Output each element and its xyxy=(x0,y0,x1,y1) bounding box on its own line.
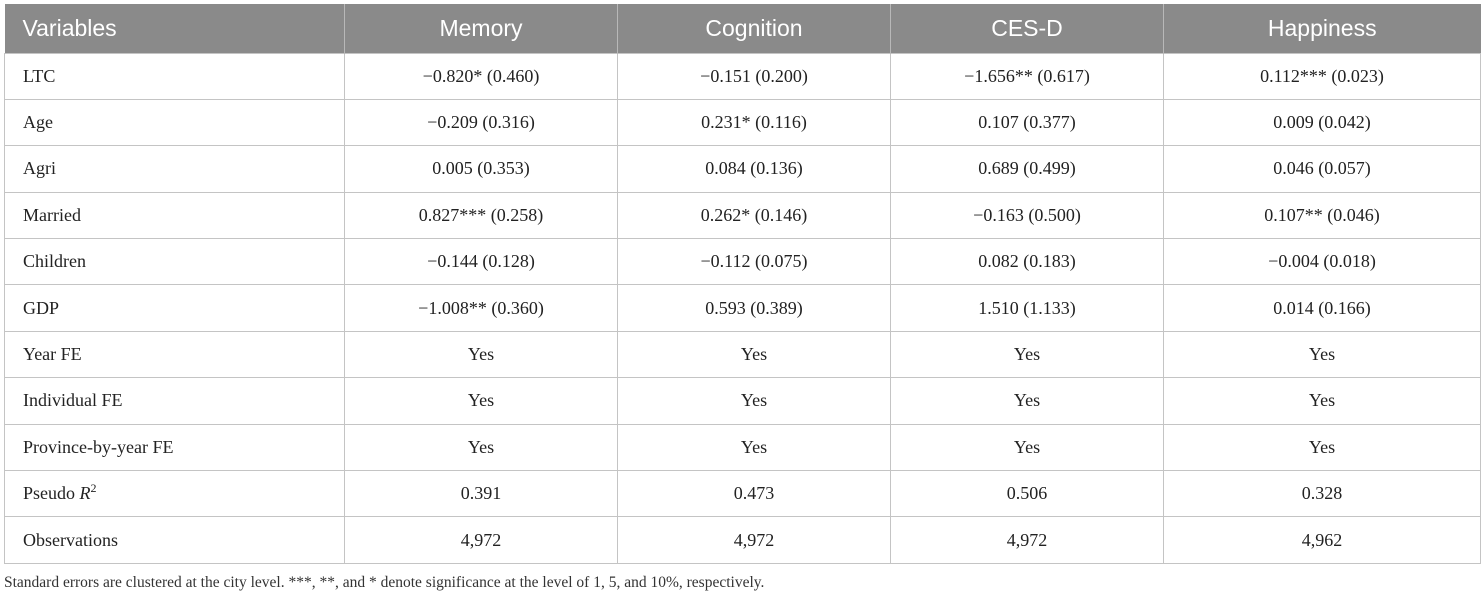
table-row: Year FE Yes Yes Yes Yes xyxy=(4,330,1481,379)
row-label-pseudo-r2: Pseudo R2 xyxy=(4,470,345,518)
table-footnote: Standard errors are clustered at the cit… xyxy=(4,574,765,591)
table-cell: −0.151 (0.200) xyxy=(617,52,891,100)
table-cell: Yes xyxy=(344,423,618,472)
header-ces-d: CES-D xyxy=(890,4,1164,53)
table-cell: 0.084 (0.136) xyxy=(617,145,891,193)
table-cell: 0.005 (0.353) xyxy=(344,145,618,193)
table-row: Agri 0.005 (0.353) 0.084 (0.136) 0.689 (… xyxy=(4,145,1481,193)
row-label: Age xyxy=(4,98,345,147)
table-cell: Yes xyxy=(1163,423,1481,472)
table-cell: 1.510 (1.133) xyxy=(890,284,1164,332)
table-cell: 0.689 (0.499) xyxy=(890,145,1164,193)
header-variables: Variables xyxy=(22,14,117,41)
row-label: Agri xyxy=(4,145,345,193)
row-label: LTC xyxy=(4,52,345,100)
table-cell: 0.009 (0.042) xyxy=(1163,98,1481,147)
table-cell: 0.391 xyxy=(344,470,618,518)
table-row: GDP −1.008** (0.360) 0.593 (0.389) 1.510… xyxy=(4,284,1481,332)
table-cell: Yes xyxy=(1163,377,1481,425)
table-row: LTC −0.820* (0.460) −0.151 (0.200) −1.65… xyxy=(4,52,1481,100)
table-cell: 0.328 xyxy=(1163,470,1481,518)
table-cell: 0.107 (0.377) xyxy=(890,98,1164,147)
table-cell: 4,972 xyxy=(890,516,1164,564)
row-label: GDP xyxy=(4,284,345,332)
table-row: Province-by-year FE Yes Yes Yes Yes xyxy=(4,423,1481,472)
table-cell: Yes xyxy=(890,330,1164,379)
table-cell: Yes xyxy=(617,377,891,425)
row-label: Individual FE xyxy=(4,377,345,425)
table-cell: 0.082 (0.183) xyxy=(890,238,1164,286)
row-label: Year FE xyxy=(4,330,345,379)
row-label: Province-by-year FE xyxy=(4,423,345,472)
label-prefix: Pseudo xyxy=(23,483,80,504)
table-cell: Yes xyxy=(1163,330,1481,379)
header-cognition: Cognition xyxy=(617,4,891,53)
row-label: Married xyxy=(4,191,345,240)
regression-table: Variables Memory Cognition CES-D Happine… xyxy=(4,4,1481,564)
table-row: Pseudo R2 0.391 0.473 0.506 0.328 xyxy=(4,470,1481,518)
table-cell: Yes xyxy=(890,377,1164,425)
table-cell: Yes xyxy=(890,423,1164,472)
table-cell: 0.014 (0.166) xyxy=(1163,284,1481,332)
label-italic-r: R xyxy=(79,483,91,504)
table-cell: −1.656** (0.617) xyxy=(890,52,1164,100)
table-cell: 0.593 (0.389) xyxy=(617,284,891,332)
table-cell: 0.046 (0.057) xyxy=(1163,145,1481,193)
table-row: Children −0.144 (0.128) −0.112 (0.075) 0… xyxy=(4,238,1481,286)
label-superscript: 2 xyxy=(90,481,97,496)
table-cell: 0.107** (0.046) xyxy=(1163,191,1481,240)
table-cell: Yes xyxy=(344,377,618,425)
table-cell: −1.008** (0.360) xyxy=(344,284,618,332)
table-cell: 4,972 xyxy=(617,516,891,564)
table-header-row: Variables Memory Cognition CES-D Happine… xyxy=(4,4,1481,53)
table-cell: −0.820* (0.460) xyxy=(344,52,618,100)
table-cell: Yes xyxy=(617,330,891,379)
table-row: Age −0.209 (0.316) 0.231* (0.116) 0.107 … xyxy=(4,98,1481,147)
table-cell: −0.112 (0.075) xyxy=(617,238,891,286)
table-cell: 4,972 xyxy=(344,516,618,564)
table-cell: −0.163 (0.500) xyxy=(890,191,1164,240)
table-row: Observations 4,972 4,972 4,972 4,962 xyxy=(4,516,1481,564)
table-cell: 0.506 xyxy=(890,470,1164,518)
table-cell: 0.262* (0.146) xyxy=(617,191,891,240)
table-cell: 0.231* (0.116) xyxy=(617,98,891,147)
table-cell: −0.209 (0.316) xyxy=(344,98,618,147)
row-label: Observations xyxy=(4,516,345,564)
header-happiness: Happiness xyxy=(1163,4,1481,53)
table-cell: Yes xyxy=(344,330,618,379)
table-cell: 4,962 xyxy=(1163,516,1481,564)
regression-table-container: Variables Memory Cognition CES-D Happine… xyxy=(4,4,1481,564)
table-cell: 0.827*** (0.258) xyxy=(344,191,618,240)
table-cell: Yes xyxy=(617,423,891,472)
table-cell: 0.112*** (0.023) xyxy=(1163,52,1481,100)
table-cell: −0.004 (0.018) xyxy=(1163,238,1481,286)
table-row: Married 0.827*** (0.258) 0.262* (0.146) … xyxy=(4,191,1481,240)
table-cell: 0.473 xyxy=(617,470,891,518)
table-row: Individual FE Yes Yes Yes Yes xyxy=(4,377,1481,425)
header-memory: Memory xyxy=(344,4,618,53)
row-label: Children xyxy=(4,238,345,286)
table-cell: −0.144 (0.128) xyxy=(344,238,618,286)
